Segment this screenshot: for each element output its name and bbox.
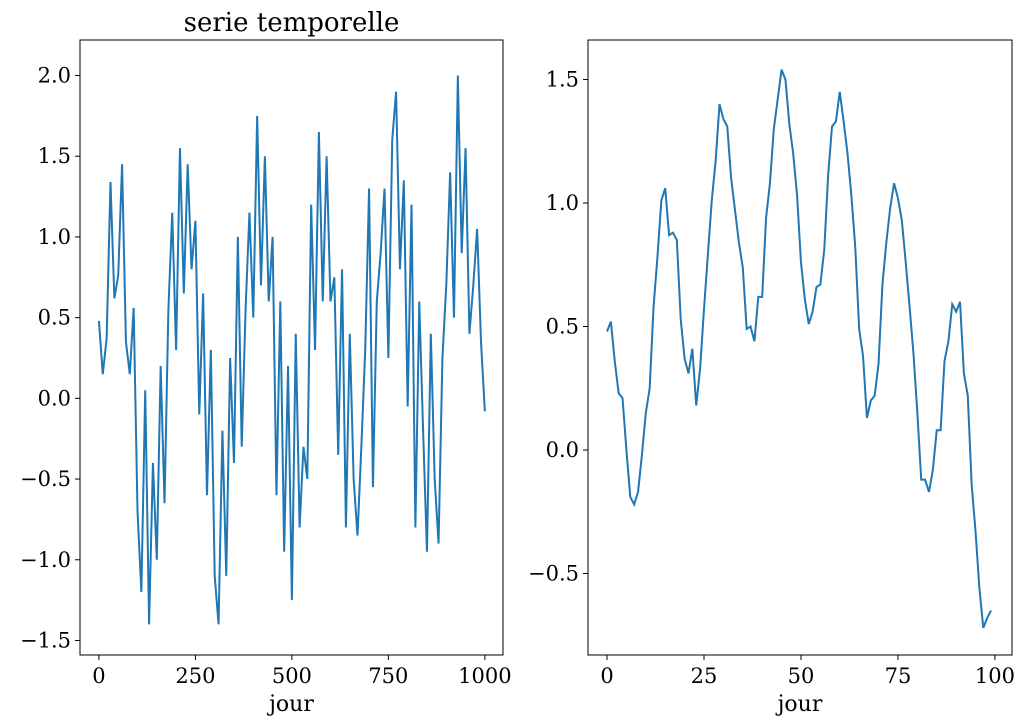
y-tick-label: −1.5 (20, 628, 71, 652)
x-tick-label: 250 (175, 664, 215, 688)
y-tick-label: 1.5 (546, 68, 579, 92)
x-tick-label: 25 (691, 664, 718, 688)
y-tick-label: −0.5 (20, 467, 71, 491)
x-tick-label: 1000 (458, 664, 511, 688)
y-tick-label: 1.0 (546, 191, 579, 215)
data-line (606, 69, 992, 629)
axes-frame (587, 39, 1013, 656)
y-tick-label: −0.5 (528, 561, 579, 585)
y-tick-label: 0.5 (546, 315, 579, 339)
y-tick-label: 0.0 (38, 386, 71, 410)
y-tick-label: 1.5 (38, 144, 71, 168)
x-tick-label: 75 (885, 664, 912, 688)
y-tick-label: 0.0 (546, 438, 579, 462)
x-axis-label: jour (266, 692, 314, 717)
x-axis-label: jour (775, 692, 823, 717)
x-tick-label: 0 (92, 664, 105, 688)
chart-title: serie temporelle (184, 8, 400, 38)
x-tick-label: 750 (368, 664, 408, 688)
x-tick-label: 100 (975, 664, 1015, 688)
y-tick-label: 0.5 (38, 306, 71, 330)
x-tick-label: 500 (272, 664, 312, 688)
y-tick-label: 2.0 (38, 64, 71, 88)
x-tick-label: 50 (788, 664, 815, 688)
y-tick-label: 1.0 (38, 225, 71, 249)
x-tick-label: 0 (600, 664, 613, 688)
data-line (97, 75, 486, 625)
y-tick-label: −1.0 (20, 548, 71, 572)
